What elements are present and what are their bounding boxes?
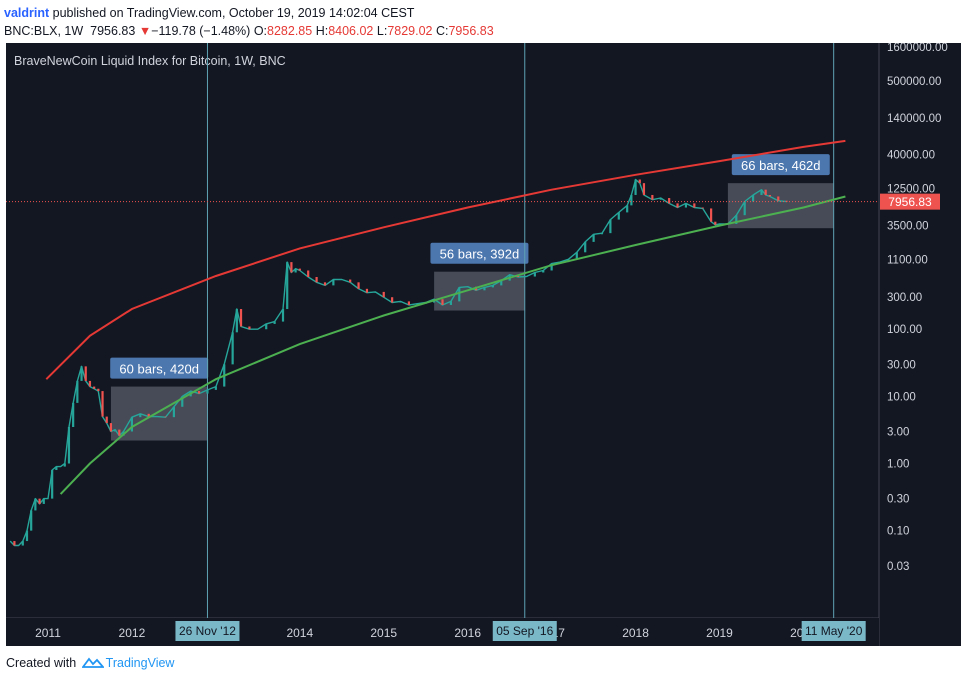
price-chart[interactable]: BraveNewCoin Liquid Index for Bitcoin, 1…: [0, 43, 965, 648]
y-tick-label: 3.00: [887, 426, 909, 438]
trendlines: [45, 139, 846, 495]
date-range-label: 60 bars, 420d: [119, 362, 199, 377]
vertical-marker-label: 11 May '20: [805, 624, 863, 638]
y-tick-label: 0.10: [887, 526, 909, 538]
chart-title: BraveNewCoin Liquid Index for Bitcoin, 1…: [14, 54, 286, 68]
y-tick-label: 100.00: [887, 324, 922, 336]
y-tick-label: 140000.00: [887, 113, 941, 125]
author-link[interactable]: valdrint: [4, 6, 50, 20]
date-range-label-box: [110, 357, 209, 379]
vertical-marker-label: 05 Sep '16: [496, 624, 553, 638]
y-tick-labels: 1600000.00 500000.00 140000.00 40000.00 1250…: [887, 43, 948, 573]
x-tick-label: 2014: [286, 626, 313, 640]
x-tick-label: 2011: [35, 626, 61, 640]
x-tick-label: 2015: [370, 626, 397, 640]
time-axis[interactable]: [6, 618, 879, 646]
change-value: −119.78 (−1.48%): [151, 24, 251, 38]
high-value: 8406.02: [328, 24, 374, 38]
tradingview-logo-icon: [81, 657, 104, 668]
published-text: published on TradingView.com, October 19…: [52, 6, 415, 20]
date-range-label: 56 bars, 392d: [440, 247, 520, 262]
y-tick-label: 12500.00: [887, 183, 935, 195]
open-value: 8282.85: [267, 24, 313, 38]
trendline: [59, 195, 846, 495]
y-tick-label: 1600000.00: [887, 43, 948, 54]
vertical-line-labels: 26 Nov '12 05 Sep '16 11 May '20: [175, 621, 866, 641]
low-label: L:: [376, 24, 388, 38]
close-label: C:: [435, 24, 449, 38]
y-tick-label: 40000.00: [887, 150, 935, 162]
date-range-label-box: [430, 242, 529, 264]
last-price-marker: 7956.83: [6, 193, 940, 210]
y-tick-label: 3500.00: [887, 221, 929, 233]
price-axis[interactable]: [879, 43, 961, 646]
publish-info: valdrint published on TradingView.com, O…: [4, 6, 414, 20]
close-value: 7956.83: [448, 24, 494, 38]
y-tick-label: 30.00: [887, 359, 916, 371]
created-with-text: Created with: [6, 656, 77, 670]
price-series: [9, 178, 788, 547]
tradingview-brand-link[interactable]: TradingView: [105, 656, 175, 670]
low-value: 7829.02: [387, 24, 433, 38]
x-tick-label: 2012: [119, 626, 146, 640]
vertical-marker-tag: [175, 621, 240, 641]
vertical-lines: [206, 43, 835, 618]
last-price-tag: [880, 193, 940, 210]
plot-background: [6, 43, 879, 646]
open-label: O:: [253, 24, 268, 38]
last-price: 7956.83: [90, 24, 136, 38]
vertical-marker-tag: [801, 621, 866, 641]
date-range-label: 66 bars, 462d: [741, 158, 821, 173]
footer: Created with TradingView: [6, 656, 174, 670]
y-tick-label: 0.30: [887, 494, 909, 506]
symbol-label: BNC:BLX, 1W: [4, 24, 84, 38]
down-arrow-icon: ▼: [138, 24, 152, 38]
date-range-label-box: [731, 154, 830, 176]
x-tick-label: 2019: [706, 626, 733, 640]
x-tick-label: 2018: [622, 626, 649, 640]
y-tick-label: 0.03: [887, 561, 909, 573]
last-price-label: 7956.83: [888, 195, 932, 209]
y-tick-label: 1100.00: [887, 254, 928, 266]
vertical-marker-tag: [492, 621, 557, 641]
high-label: H:: [315, 24, 329, 38]
y-tick-label: 500000.00: [887, 76, 941, 88]
y-tick-label: 300.00: [887, 292, 922, 304]
y-tick-label: 10.00: [887, 391, 916, 403]
y-tick-label: 1.00: [887, 459, 909, 471]
x-tick-label: 2016: [454, 626, 481, 640]
vertical-marker-label: 26 Nov '12: [179, 624, 236, 638]
ohlc-line: BNC:BLX, 1W 7956.83 ▼−119.78 (−1.48%) O:…: [4, 24, 494, 38]
chart-header: valdrint published on TradingView.com, O…: [4, 3, 961, 43]
trendline: [45, 139, 846, 380]
